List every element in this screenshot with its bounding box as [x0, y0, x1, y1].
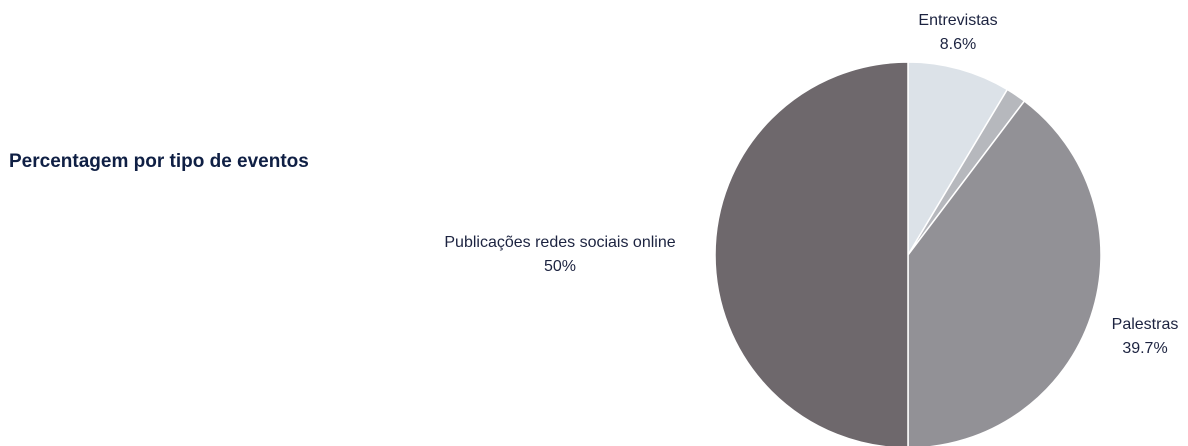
- pie-slice-2: [907, 99, 1102, 446]
- slice-label-3: Publicações redes sociais online: [444, 234, 675, 251]
- slice-value-label-2: 39.7%: [1122, 340, 1167, 357]
- slice-label-2: Palestras: [1112, 316, 1179, 333]
- pie-slice-3: [714, 61, 909, 446]
- slice-value-label-3: 50%: [544, 258, 576, 275]
- chart-title: Percentagem por tipo de eventos: [9, 151, 309, 172]
- pie-slice-0: [907, 61, 1009, 258]
- slice-value-label-0: 8.6%: [940, 36, 976, 53]
- slice-label-0: Entrevistas: [918, 12, 997, 29]
